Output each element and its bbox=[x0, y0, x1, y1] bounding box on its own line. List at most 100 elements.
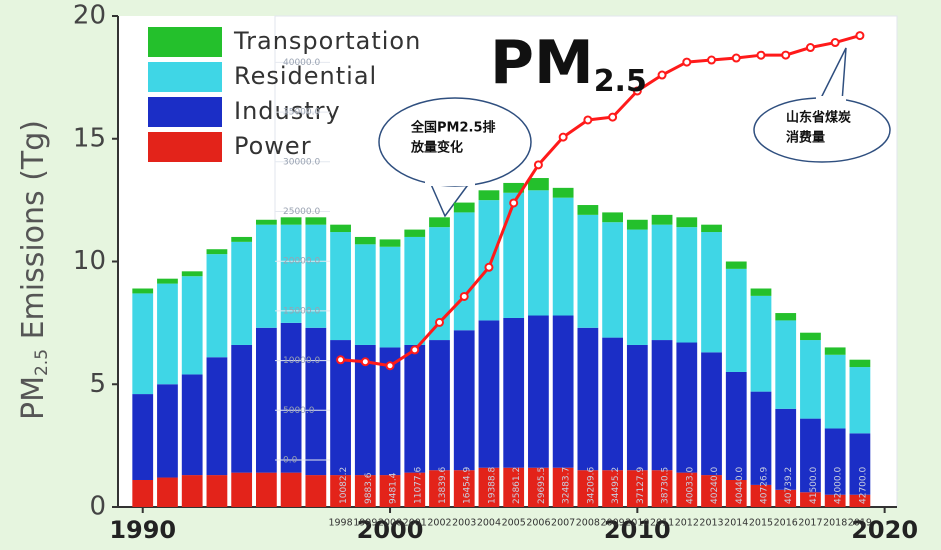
x-tick-label: 2000 bbox=[357, 516, 424, 544]
callout-tail bbox=[819, 47, 847, 103]
bar-segment bbox=[330, 232, 351, 341]
bar-segment bbox=[231, 344, 253, 473]
bar-segment bbox=[379, 347, 401, 476]
bar-segment bbox=[305, 327, 327, 476]
bar-segment bbox=[651, 214, 673, 225]
data-label: 9883.6 bbox=[364, 472, 374, 504]
x-category-label: 1998 bbox=[328, 518, 352, 529]
bar-segment bbox=[404, 472, 426, 507]
legend-swatch bbox=[148, 132, 222, 162]
bar-segment bbox=[725, 479, 747, 507]
bar-segment bbox=[503, 317, 525, 468]
line-marker bbox=[756, 50, 766, 60]
x-category-label: 2002 bbox=[427, 518, 451, 529]
x-category-label: 2016 bbox=[774, 518, 798, 529]
y2-tick-label: 35000.0 bbox=[283, 108, 320, 118]
callout-1 bbox=[378, 97, 532, 218]
bar-segment bbox=[725, 371, 747, 480]
line-marker bbox=[608, 112, 618, 122]
bar-segment bbox=[453, 470, 475, 507]
line-marker bbox=[533, 160, 543, 170]
bar-segment bbox=[552, 467, 574, 507]
x-category-label: 2009 bbox=[601, 518, 625, 529]
bar-segment bbox=[577, 214, 599, 328]
bar-segment bbox=[330, 340, 351, 476]
data-label: 19388.8 bbox=[487, 467, 497, 504]
y2-tick-label: 40000.0 bbox=[283, 58, 320, 68]
y2-tick-label: 30000.0 bbox=[283, 157, 320, 167]
line-marker bbox=[459, 291, 469, 301]
bar-segment bbox=[404, 236, 426, 345]
bar-segment bbox=[676, 342, 698, 473]
x-category-label: 2019 bbox=[848, 518, 872, 529]
bar-segment bbox=[602, 222, 623, 338]
y2-tick-label: 15000.0 bbox=[283, 306, 320, 316]
x-tick-label: 2020 bbox=[851, 516, 918, 544]
y-tick-label: 20 bbox=[73, 1, 106, 31]
line-marker bbox=[583, 115, 593, 125]
bar-segment bbox=[503, 182, 525, 193]
bar-segment bbox=[676, 472, 698, 507]
y2-tick-label: 20000.0 bbox=[283, 257, 320, 267]
bar-segment bbox=[775, 489, 797, 507]
bar-segment bbox=[157, 283, 178, 385]
x-category-label: 2003 bbox=[452, 518, 476, 529]
y2-tick-label: 5000.0 bbox=[283, 406, 315, 416]
x-category-label: 2007 bbox=[551, 518, 575, 529]
bar-segment bbox=[528, 190, 549, 316]
bar-segment bbox=[305, 217, 327, 225]
y-tick-label: 15 bbox=[73, 123, 106, 153]
line-marker bbox=[707, 55, 717, 65]
chart-title: PM2.5 bbox=[490, 28, 647, 99]
bar-segment bbox=[528, 315, 549, 468]
data-label: 34495.2 bbox=[611, 467, 621, 504]
y-tick-label: 0 bbox=[89, 492, 106, 522]
x-tick-label: 1990 bbox=[109, 516, 176, 544]
data-label: 29695.5 bbox=[537, 467, 547, 504]
annotation: 消费量 bbox=[786, 130, 825, 146]
bar-segment bbox=[725, 268, 747, 372]
data-label: 25861.2 bbox=[512, 467, 522, 504]
bar-segment bbox=[330, 475, 351, 507]
bar-segment bbox=[132, 394, 154, 480]
x-category-label: 2005 bbox=[502, 518, 526, 529]
bar-segment bbox=[181, 374, 203, 476]
ylabel-main: PM bbox=[16, 376, 51, 420]
data-label: 32483.7 bbox=[562, 467, 572, 504]
bar-segment bbox=[528, 178, 549, 191]
line-marker bbox=[781, 50, 791, 60]
bar-segment bbox=[206, 249, 228, 255]
bar-segment bbox=[651, 470, 673, 507]
bar-segment bbox=[453, 330, 475, 471]
bar-segment bbox=[503, 467, 525, 507]
bar-segment bbox=[280, 224, 302, 323]
bar-segment bbox=[181, 475, 203, 507]
legend: Transportation Residential Industry Power bbox=[148, 27, 420, 162]
bar-segment bbox=[354, 475, 376, 507]
bar-segment bbox=[478, 467, 500, 507]
bar-segment bbox=[775, 408, 797, 490]
data-label: 40440.0 bbox=[735, 467, 745, 504]
bar-segment bbox=[552, 187, 574, 198]
line-marker bbox=[855, 31, 865, 41]
legend-swatch bbox=[148, 62, 222, 92]
bar-segment bbox=[824, 347, 846, 355]
callout-tail bbox=[429, 181, 471, 218]
x-category-label: 2018 bbox=[823, 518, 847, 529]
x-category-label: 2017 bbox=[798, 518, 822, 529]
y-axis-label: PM2.5 Emissions (Tg) bbox=[16, 120, 53, 420]
bar-segment bbox=[824, 428, 846, 495]
bar-segment bbox=[577, 470, 599, 507]
line-marker bbox=[385, 361, 395, 371]
data-label: 42000.0 bbox=[834, 467, 844, 504]
bar-segment bbox=[750, 391, 772, 485]
bar-segment bbox=[157, 477, 178, 507]
bar-segment bbox=[255, 219, 277, 225]
bar-segment bbox=[651, 224, 673, 341]
line-marker bbox=[360, 357, 370, 367]
title-main: PM bbox=[490, 28, 594, 98]
bar-segment bbox=[725, 261, 747, 269]
ylabel-sub: 2.5 bbox=[32, 349, 52, 376]
line-marker bbox=[657, 70, 667, 80]
y-tick-label: 10 bbox=[73, 246, 106, 276]
